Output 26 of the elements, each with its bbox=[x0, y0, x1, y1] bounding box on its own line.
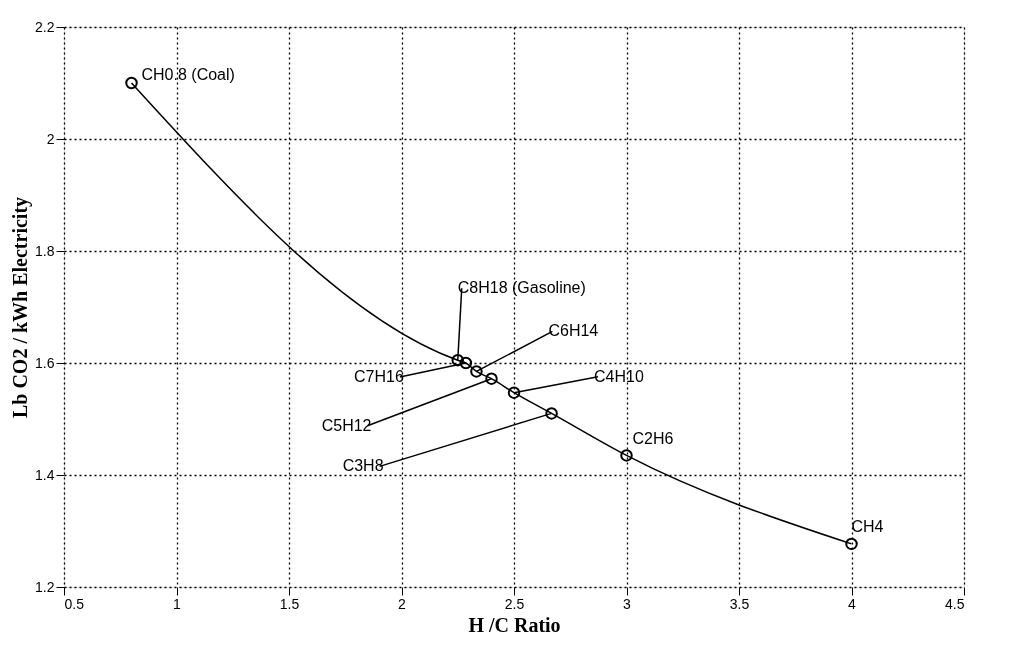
y-tick-label: 1.8 bbox=[35, 242, 55, 259]
annotation: CH0.8 (Coal) bbox=[141, 66, 235, 83]
x-tick-label: 3 bbox=[623, 595, 632, 612]
annotation: CH4 bbox=[851, 517, 884, 535]
annotation: C8H18 (Gasoline) bbox=[457, 279, 586, 297]
y-tick-label: 1.6 bbox=[35, 354, 55, 371]
y-tick-label: 1.4 bbox=[35, 466, 55, 483]
x-tick-label: 4.5 bbox=[945, 595, 965, 612]
x-tick-label: 3.5 bbox=[729, 595, 750, 612]
x-tick-label: 1.5 bbox=[279, 595, 300, 612]
x-tick-label: 1 bbox=[173, 595, 182, 612]
annotation: C2H6 bbox=[632, 430, 674, 448]
x-tick-label: 2 bbox=[398, 595, 407, 612]
x-tick-label: 2.5 bbox=[504, 595, 525, 612]
x-axis-title: H /C Ratio bbox=[468, 613, 561, 636]
annotation: C7H16 bbox=[354, 368, 404, 385]
y-tick-label: 2 bbox=[46, 130, 55, 147]
annotation: C6H14 bbox=[548, 322, 599, 340]
y-tick-label: 2.2 bbox=[35, 18, 55, 35]
y-tick-label: 1.2 bbox=[35, 578, 55, 595]
x-tick-label: 4 bbox=[848, 595, 857, 612]
annotation: C4H10 bbox=[594, 367, 644, 385]
x-tick-label: 0.5 bbox=[64, 595, 85, 612]
y-axis-title: Lb CO2 / kWh Electricity bbox=[9, 196, 33, 419]
annotation: C5H12 bbox=[321, 416, 372, 434]
annotation: C3H8 bbox=[342, 457, 384, 475]
